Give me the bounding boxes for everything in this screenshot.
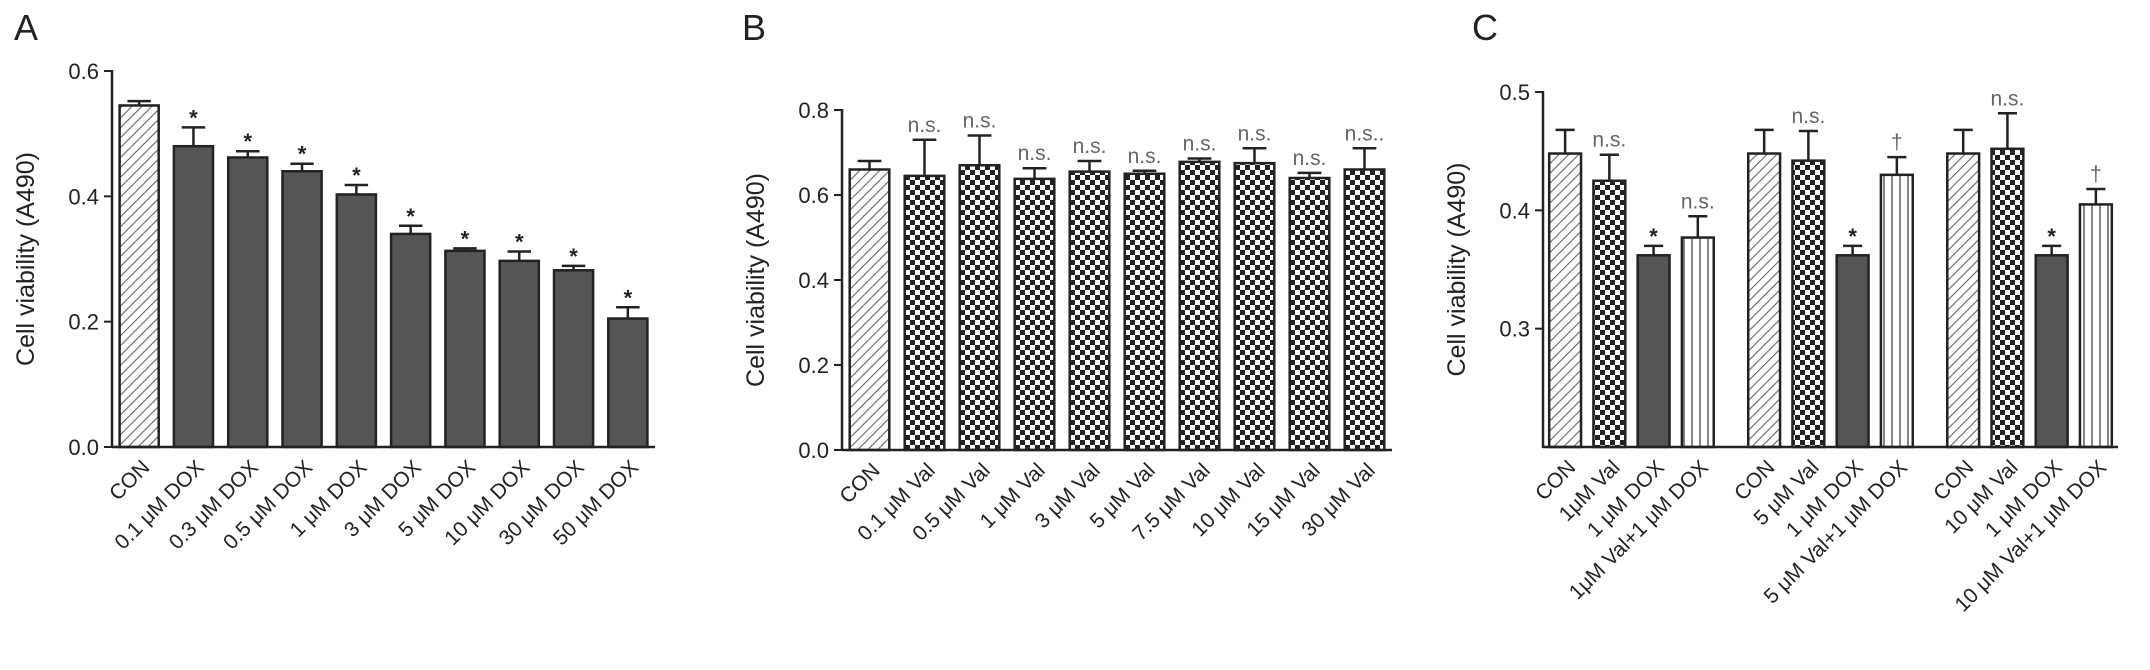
- bar: [958, 164, 1001, 452]
- bar: [1990, 147, 2025, 449]
- bar: [389, 232, 432, 449]
- significance-label: n.s.: [1293, 147, 1327, 170]
- bar: [1178, 160, 1221, 452]
- significance-label: *: [2047, 224, 2056, 249]
- significance-label: †: [2090, 163, 2102, 186]
- panel-label: A: [14, 7, 38, 48]
- significance-label: *: [461, 226, 470, 251]
- bar: [1343, 168, 1386, 452]
- bar: [607, 317, 649, 449]
- y-axis-label: Cell viability (A490): [1443, 163, 1471, 377]
- y-tick-label: 0.4: [798, 268, 829, 293]
- bar: [1680, 236, 1715, 449]
- x-tick-label: CON: [835, 459, 884, 508]
- bar: [1791, 159, 1826, 449]
- y-tick-label: 0.0: [68, 435, 99, 460]
- bar: [281, 170, 323, 449]
- significance-label: *: [298, 142, 307, 167]
- y-tick-label: 0.6: [68, 59, 99, 84]
- bar: [1746, 152, 1782, 449]
- bar: [848, 168, 891, 452]
- bar: [1068, 170, 1111, 452]
- bar: [1013, 177, 1056, 452]
- significance-label: *: [624, 285, 633, 310]
- bar: [1288, 176, 1331, 452]
- significance-label: *: [189, 105, 198, 130]
- significance-label: n.s.: [1183, 132, 1217, 155]
- y-axis-label: Cell viability (A490): [742, 173, 770, 387]
- bar: [1636, 254, 1671, 449]
- y-tick-label: 0.0: [798, 438, 829, 463]
- y-tick-label: 0.6: [798, 183, 829, 208]
- bar: [1123, 172, 1166, 452]
- panel-label: B: [742, 7, 766, 48]
- bar: [552, 269, 595, 449]
- significance-label: n.s.: [1990, 87, 2024, 110]
- significance-label: n.s.: [1128, 145, 1162, 168]
- bar: [444, 249, 486, 449]
- bar: [1233, 161, 1276, 452]
- bar: [498, 259, 541, 449]
- y-tick-label: 0.4: [68, 184, 99, 209]
- significance-label: n.s.: [1018, 142, 1052, 165]
- bar: [1879, 173, 1915, 449]
- bar: [1835, 254, 1870, 449]
- bar: [1547, 152, 1583, 449]
- significance-label: *: [569, 244, 578, 269]
- significance-label: n.s.: [963, 110, 997, 133]
- significance-label: *: [352, 163, 361, 188]
- significance-label: n.s.: [1073, 135, 1107, 158]
- bar: [1592, 179, 1627, 449]
- significance-label: n.s.: [908, 114, 942, 137]
- panel-label: C: [1472, 7, 1498, 48]
- bar: [335, 193, 378, 449]
- y-tick-label: 0.2: [798, 353, 829, 378]
- y-tick-label: 0.3: [1499, 317, 1530, 342]
- bar: [1946, 152, 1981, 449]
- significance-label: *: [243, 129, 252, 154]
- significance-label: *: [406, 204, 415, 229]
- bar: [2078, 203, 2114, 449]
- bar: [118, 104, 160, 449]
- significance-label: n.s.: [1681, 190, 1715, 213]
- y-tick-label: 0.2: [68, 310, 99, 335]
- significance-label: n.s.: [1791, 105, 1825, 128]
- significance-label: *: [1649, 224, 1658, 249]
- significance-label: n.s.: [1592, 129, 1626, 152]
- significance-label: *: [515, 229, 524, 254]
- bar: [226, 156, 269, 449]
- x-tick-label: CON: [105, 456, 154, 505]
- significance-label: †: [1891, 131, 1903, 154]
- y-tick-label: 0.4: [1499, 198, 1530, 223]
- significance-label: n.s..: [1345, 122, 1385, 145]
- bar: [2034, 254, 2069, 449]
- significance-label: *: [1848, 224, 1857, 249]
- y-tick-label: 0.8: [798, 98, 829, 123]
- significance-label: n.s.: [1238, 122, 1272, 145]
- bar: [172, 144, 215, 449]
- y-axis-label: Cell viability (A490): [12, 152, 40, 366]
- bar: [903, 174, 946, 452]
- y-tick-label: 0.5: [1499, 80, 1530, 105]
